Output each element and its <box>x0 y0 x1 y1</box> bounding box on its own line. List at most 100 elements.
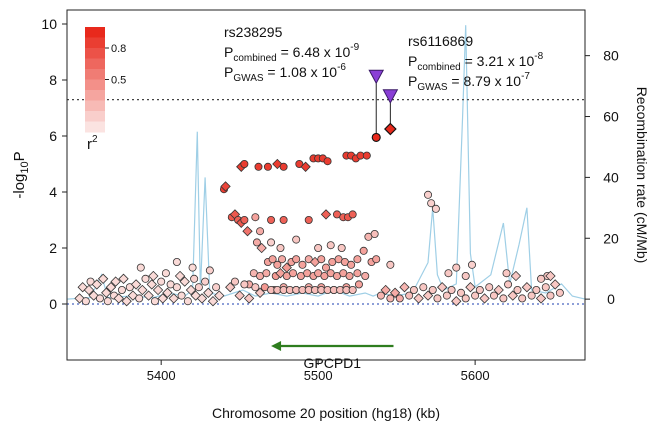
snp-point <box>141 274 150 283</box>
snp-point <box>262 269 271 278</box>
snp-point <box>137 284 148 296</box>
legend-color-step <box>85 79 105 91</box>
y-left-tick-label: 4 <box>49 184 57 200</box>
snp-point <box>113 293 124 304</box>
snp-point <box>321 263 330 272</box>
x-tick-label: 5400 <box>147 368 176 383</box>
legend-color-step <box>85 121 105 133</box>
y-left-axis-label: -log10P <box>11 151 31 198</box>
snp-point <box>292 235 301 244</box>
y-left-tick-label: 10 <box>41 16 57 32</box>
snp-point <box>550 279 561 290</box>
recombination-rate-line <box>66 25 586 300</box>
snp-point <box>130 279 142 290</box>
snp-point <box>372 255 381 264</box>
snp-point <box>353 269 362 278</box>
snp-point <box>504 280 513 289</box>
snp-point <box>86 277 95 286</box>
axes-layer: 5400 5500 5600 0 2 4 6 8 10 0 20 40 60 80 Chromosome 2… <box>11 9 647 421</box>
snp-point <box>105 282 117 293</box>
snp-point <box>201 277 210 286</box>
snp-point <box>532 285 541 294</box>
y-left-label-tail: P <box>11 151 28 161</box>
snp-point <box>348 285 357 294</box>
snp-point <box>74 293 85 304</box>
snp-point <box>179 276 190 287</box>
legend-title-base: r <box>87 136 92 153</box>
snp-point <box>289 269 298 278</box>
snp-point <box>220 181 231 192</box>
snp-point <box>304 255 313 264</box>
snp-point <box>172 283 181 292</box>
snp-point <box>370 229 379 238</box>
snp-point <box>485 283 494 292</box>
legend-color-step <box>85 100 105 112</box>
snp-point <box>295 159 304 168</box>
snp-point <box>240 280 249 289</box>
r2-legend: 0.8 0.5 r2 <box>85 27 126 153</box>
snp-point <box>479 293 490 304</box>
snp-point <box>513 285 522 294</box>
snp-point <box>471 291 480 300</box>
snp-point <box>148 270 159 282</box>
p-gwas-value: = 8.79 x 10 <box>448 73 522 89</box>
snp-point <box>83 284 95 296</box>
p-gwas-exp: -7 <box>521 71 530 82</box>
snp-point <box>314 243 323 252</box>
snp-point <box>157 277 166 286</box>
snp-point <box>276 243 285 252</box>
snp-point <box>535 293 547 304</box>
snp-point <box>254 287 266 298</box>
snp-point <box>545 270 556 282</box>
snp-point <box>422 290 434 301</box>
snp-point <box>317 255 326 264</box>
y-left-tick-label: 6 <box>49 128 57 144</box>
snp-point <box>225 282 236 293</box>
snp-point <box>212 283 221 292</box>
y-right-tick-label: 60 <box>603 109 619 125</box>
y-left-label-sub: 10 <box>19 161 31 173</box>
snp-point <box>185 284 197 296</box>
snp-point <box>447 285 456 294</box>
snp-point <box>427 199 436 208</box>
snp-point <box>168 293 179 304</box>
snp-point <box>190 290 201 301</box>
snp-point <box>214 290 225 301</box>
snp-point <box>399 282 410 293</box>
snp-point <box>521 282 533 293</box>
snp-point <box>268 255 277 264</box>
y-right-tick-label: 80 <box>603 48 619 64</box>
snp-point <box>240 159 249 168</box>
snp-point <box>493 284 504 296</box>
snp-point <box>188 263 197 272</box>
p-combined-prefix: P <box>224 44 233 60</box>
x-tick-label: 5600 <box>461 368 490 383</box>
snp-point <box>518 294 527 303</box>
snp-point <box>103 297 112 306</box>
snp-point <box>304 215 313 224</box>
snp-point <box>252 238 261 247</box>
snp-point <box>157 293 168 304</box>
snp-point <box>298 260 307 269</box>
snp-point <box>386 294 395 303</box>
snp-point <box>136 263 145 272</box>
p-combined-sub: combined <box>417 62 460 73</box>
p-combined-value: = 3.21 x 10 <box>461 53 535 69</box>
p-gwas-prefix: P <box>408 73 417 89</box>
y-left-tick-label: 0 <box>49 296 57 312</box>
snp-point <box>292 255 301 264</box>
snp-point <box>389 287 401 298</box>
snp-point <box>347 260 356 269</box>
snp-point <box>442 291 451 300</box>
legend-color-step <box>85 37 105 49</box>
y-left-tick-label: 2 <box>49 240 57 256</box>
highlighted-snps-layer <box>368 69 399 142</box>
snp-triangle-marker <box>382 89 399 104</box>
snp-point <box>256 242 267 254</box>
snp-point <box>386 260 395 269</box>
snp-point <box>135 294 144 303</box>
snp-point <box>409 285 418 294</box>
gene-arrow-head <box>271 341 282 351</box>
annotation-p-gwas: PGWAS = 1.08 x 10-6 <box>224 62 346 84</box>
y-right-axis-label: Recombination rate (cM/Mb) <box>634 87 647 264</box>
